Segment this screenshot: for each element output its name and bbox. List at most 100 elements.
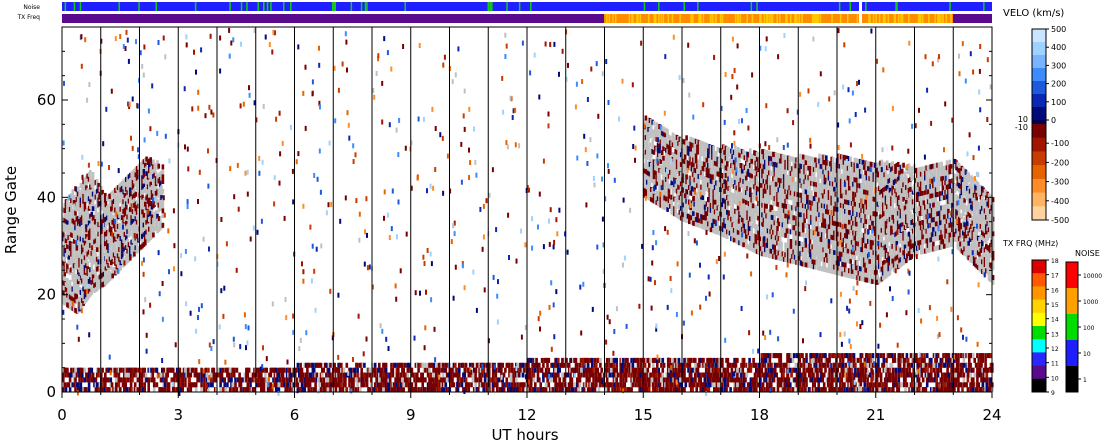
scatter-cell (762, 178, 766, 184)
scatter-cell (650, 196, 653, 202)
scatter-cell (83, 289, 87, 295)
scatter-cell (739, 167, 743, 173)
scatter-cell (682, 178, 686, 184)
scatter-cell (72, 229, 76, 235)
scatter-cell (801, 188, 805, 194)
scatter-cell (108, 271, 112, 277)
scatter-cell (746, 224, 749, 230)
txfreq-bar-ticks (606, 14, 952, 23)
txfreq-tick (631, 14, 633, 23)
scatter-cell (822, 232, 825, 238)
scatter-cell (70, 290, 73, 296)
noise-tick (257, 2, 259, 11)
scatter-cell (89, 213, 92, 219)
scatter-cell (683, 178, 687, 184)
txfreq-tick (770, 14, 773, 23)
scatter-cell (765, 169, 768, 175)
scatter-cell (932, 231, 935, 237)
scatter-cell (926, 228, 930, 234)
scatter-cell (724, 199, 728, 205)
scatter-cell (907, 187, 911, 193)
scatter-cell (762, 207, 766, 213)
scatter-cell (160, 199, 163, 205)
scatter-cell (671, 137, 675, 143)
scatter-cell (852, 171, 855, 177)
scatter-cell (94, 233, 98, 239)
scatter-cell (867, 161, 870, 167)
scatter-cell (778, 236, 782, 242)
scatter-cell (650, 118, 653, 124)
scatter-cell (864, 228, 867, 234)
scatter-cell (153, 177, 156, 183)
scatter-cell (131, 233, 135, 239)
scatter-cell (83, 235, 87, 241)
scatter-cell (899, 223, 903, 229)
scatter-cell (842, 193, 846, 199)
scatter-cell (857, 212, 861, 218)
scatter-cell (826, 219, 829, 224)
scatter-cell (924, 209, 927, 215)
scatter-cell (819, 217, 823, 223)
scatter-cell (924, 165, 927, 171)
scatter-cell (72, 292, 76, 298)
scatter-cell (845, 228, 848, 234)
scatter-cell (839, 154, 843, 160)
scatter-cell (682, 168, 686, 174)
scatter-cell (757, 215, 760, 221)
scatter-cell (152, 222, 155, 228)
scatter-cell (858, 241, 862, 247)
scatter-cell (135, 214, 139, 220)
scatter-cell (934, 236, 938, 241)
scatter-cell (648, 142, 652, 148)
scatter-cell (826, 170, 829, 176)
noise-tick (334, 2, 336, 11)
scatter-cell (857, 246, 861, 252)
txfreq-tick (636, 14, 638, 23)
scatter-cell (784, 174, 787, 180)
scatter-cell (85, 253, 88, 259)
txfreq-tick (751, 14, 753, 23)
scatter-cell (873, 240, 877, 246)
scatter-cell (133, 188, 136, 194)
scatter-cell (713, 194, 717, 200)
scatter-cell (683, 168, 687, 174)
scatter-cell (814, 201, 817, 207)
scatter-cell (126, 199, 129, 205)
noise-tick (487, 2, 489, 11)
scatter-cell (762, 173, 766, 179)
scatter-cell (749, 211, 752, 217)
scatter-cell (864, 204, 867, 210)
scatter-cell (815, 260, 819, 266)
scatter-cell (852, 264, 855, 270)
scatter-cell (679, 161, 683, 167)
scatter-cell (126, 190, 129, 196)
scatter-cell (93, 239, 96, 245)
scatter-cell (114, 236, 117, 242)
scatter-cell (793, 240, 797, 245)
scatter-cell (856, 197, 859, 203)
scatter-cell (154, 200, 158, 206)
scatter-cell (755, 185, 759, 191)
scatter-cell (125, 220, 128, 226)
scatter-cell (126, 209, 129, 215)
scatter-cell (837, 270, 840, 276)
scatter-cell (740, 168, 744, 174)
scatter-cell (917, 172, 920, 178)
noise-tick (683, 2, 685, 11)
scatter-cell (153, 162, 156, 168)
scatter-cell (886, 184, 889, 190)
scatter-cell (700, 184, 703, 190)
scatter-cell (819, 188, 823, 194)
scatter-cell (91, 176, 95, 182)
scatter-cell (815, 196, 819, 202)
scatter-cell (759, 207, 763, 213)
scatter-cell (697, 208, 701, 213)
scatter-cell (750, 173, 753, 179)
scatter-cell (85, 243, 88, 249)
scatter-cell (781, 188, 785, 194)
scatter-cell (880, 218, 884, 223)
scatter-cell (114, 226, 117, 232)
scatter-cell (899, 198, 903, 204)
scatter-cell (715, 209, 718, 215)
scatter-cell (761, 168, 764, 174)
